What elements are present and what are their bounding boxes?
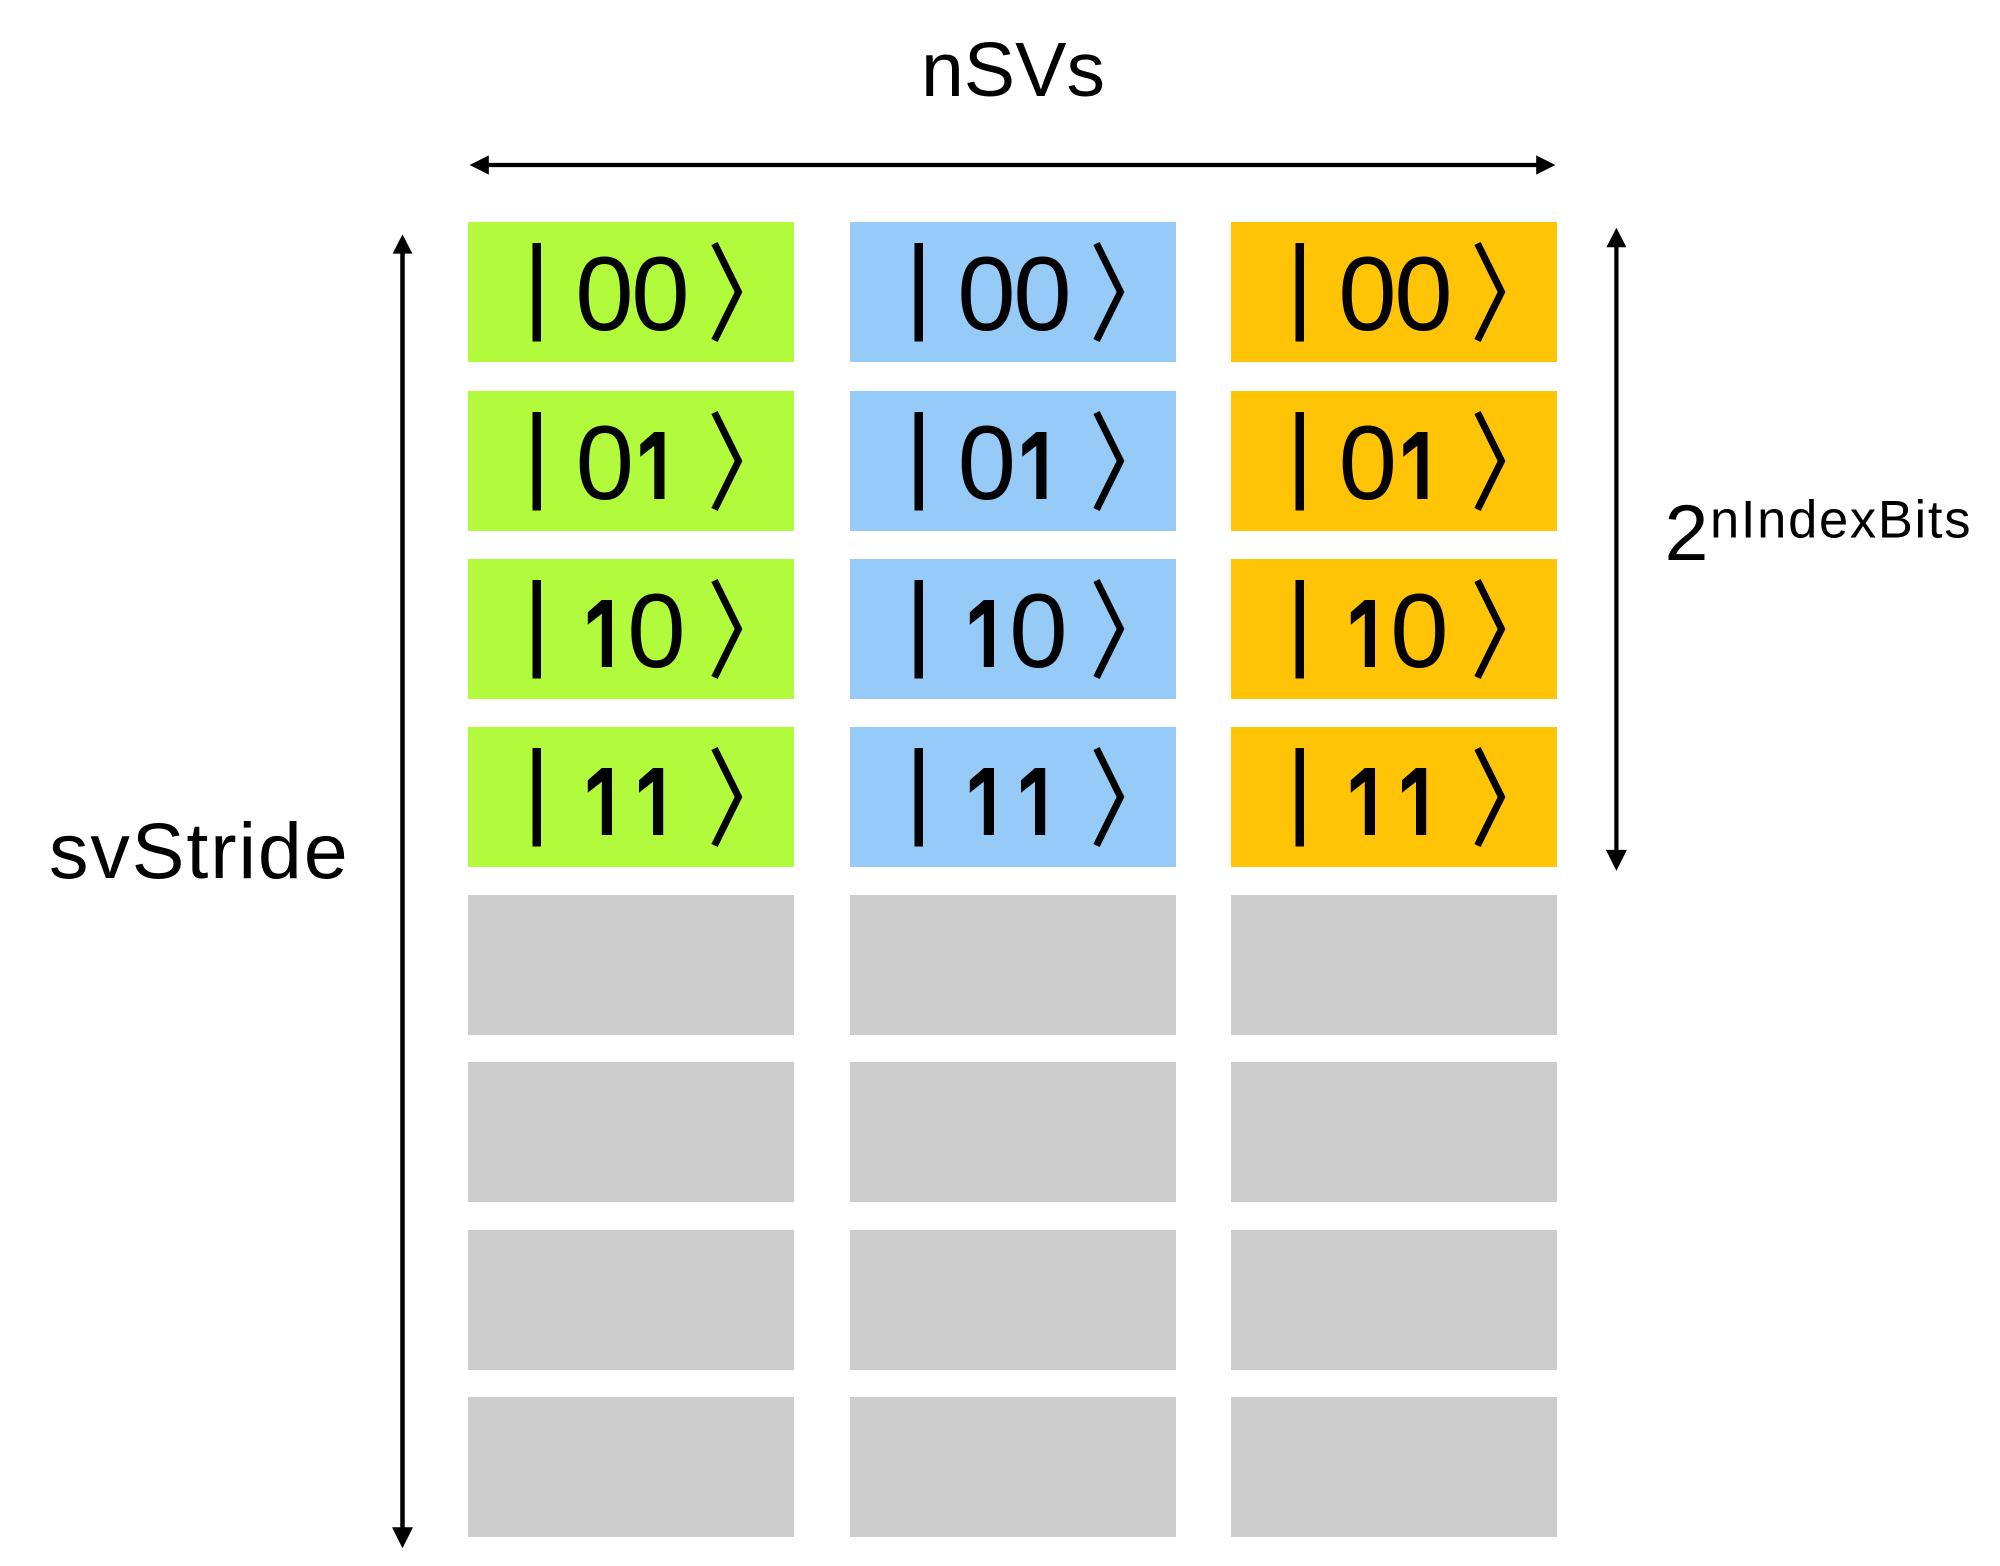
- svg-text:0: 0: [957, 236, 1015, 353]
- svg-text:nSVs: nSVs: [921, 27, 1105, 113]
- svg-text:0: 0: [1338, 236, 1396, 353]
- svg-text:0: 0: [1339, 405, 1397, 522]
- svg-text:2: 2: [1665, 488, 1709, 577]
- svg-text:0: 0: [576, 405, 634, 522]
- svg-text:0: 0: [1013, 236, 1071, 353]
- svg-text:0: 0: [1009, 573, 1067, 690]
- svg-text:0: 0: [1394, 236, 1452, 353]
- svg-text:svStride: svStride: [49, 806, 350, 895]
- svg-text:0: 0: [631, 236, 689, 353]
- svg-text:0: 0: [575, 236, 633, 353]
- svg-text:0: 0: [1390, 573, 1448, 690]
- svg-text:nIndexBits: nIndexBits: [1710, 491, 1972, 550]
- svg-text:0: 0: [627, 573, 685, 690]
- svg-text:0: 0: [958, 405, 1016, 522]
